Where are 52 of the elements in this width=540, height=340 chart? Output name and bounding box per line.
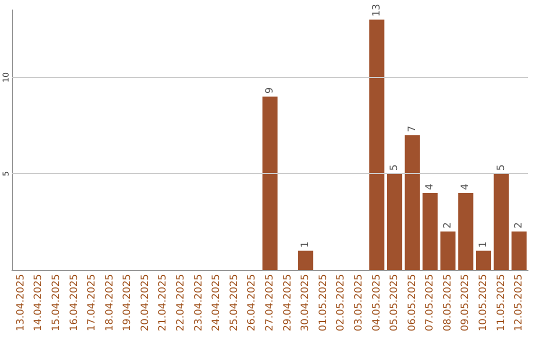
x-tick-label: 05.05.2025 <box>389 274 400 332</box>
x-tick-label: 22.04.2025 <box>176 274 187 332</box>
x-tick-label: 18.04.2025 <box>104 274 116 332</box>
bar <box>512 231 527 270</box>
bar <box>386 174 402 270</box>
bar <box>494 174 509 270</box>
data-label: 13 <box>371 4 382 17</box>
bar <box>422 192 438 270</box>
x-tick-label: 14.04.2025 <box>33 274 44 332</box>
x-tick-label: 29.04.2025 <box>282 274 294 332</box>
x-tick-label: 11.05.2025 <box>496 274 507 332</box>
x-tick-label: 08.05.2025 <box>442 274 454 332</box>
data-label: 1 <box>478 241 490 248</box>
x-tick-label: 26.04.2025 <box>246 274 258 332</box>
data-label: 4 <box>424 184 436 190</box>
x-tick-label: 19.04.2025 <box>122 274 134 332</box>
x-tick-label: 04.05.2025 <box>371 274 382 332</box>
data-label: 5 <box>496 164 507 171</box>
bar <box>440 231 456 270</box>
bar <box>404 135 420 270</box>
data-label: 4 <box>460 184 472 190</box>
x-tick-label: 20.04.2025 <box>140 274 151 332</box>
x-tick-label: 10.05.2025 <box>478 274 490 332</box>
x-tick-label: 02.05.2025 <box>336 274 347 332</box>
data-label: 9 <box>264 87 276 94</box>
x-tick-label: 06.05.2025 <box>406 274 418 332</box>
y-tick-label: 10 <box>2 72 10 82</box>
data-label: 2 <box>442 222 454 228</box>
data-label: 1 <box>300 241 312 248</box>
x-tick-label: 12.05.2025 <box>514 274 525 332</box>
x-tick-label: 13.04.2025 <box>15 274 26 332</box>
bar <box>369 20 384 270</box>
x-tick-label: 23.04.2025 <box>193 274 204 332</box>
bar <box>262 96 278 270</box>
data-label: 2 <box>514 222 525 228</box>
x-tick-label: 15.04.2025 <box>50 274 62 332</box>
x-tick-label: 25.04.2025 <box>228 274 240 332</box>
data-label: 7 <box>406 126 418 132</box>
bar <box>476 250 492 270</box>
x-tick-label: 24.04.2025 <box>211 274 222 332</box>
x-tick-label: 30.04.2025 <box>300 274 312 332</box>
data-label: 5 <box>389 164 400 171</box>
x-tick-label: 03.05.2025 <box>353 274 364 332</box>
x-tick-label: 21.04.2025 <box>158 274 169 332</box>
x-tick-label: 27.04.2025 <box>264 274 276 332</box>
x-tick-label: 17.04.2025 <box>86 274 98 332</box>
bar <box>298 250 314 270</box>
x-tick-label: 09.05.2025 <box>460 274 472 332</box>
bar <box>458 192 474 270</box>
x-tick-label: 01.05.2025 <box>318 274 329 332</box>
x-tick-label: 16.04.2025 <box>68 274 80 332</box>
x-tick-label: 07.05.2025 <box>424 274 436 332</box>
